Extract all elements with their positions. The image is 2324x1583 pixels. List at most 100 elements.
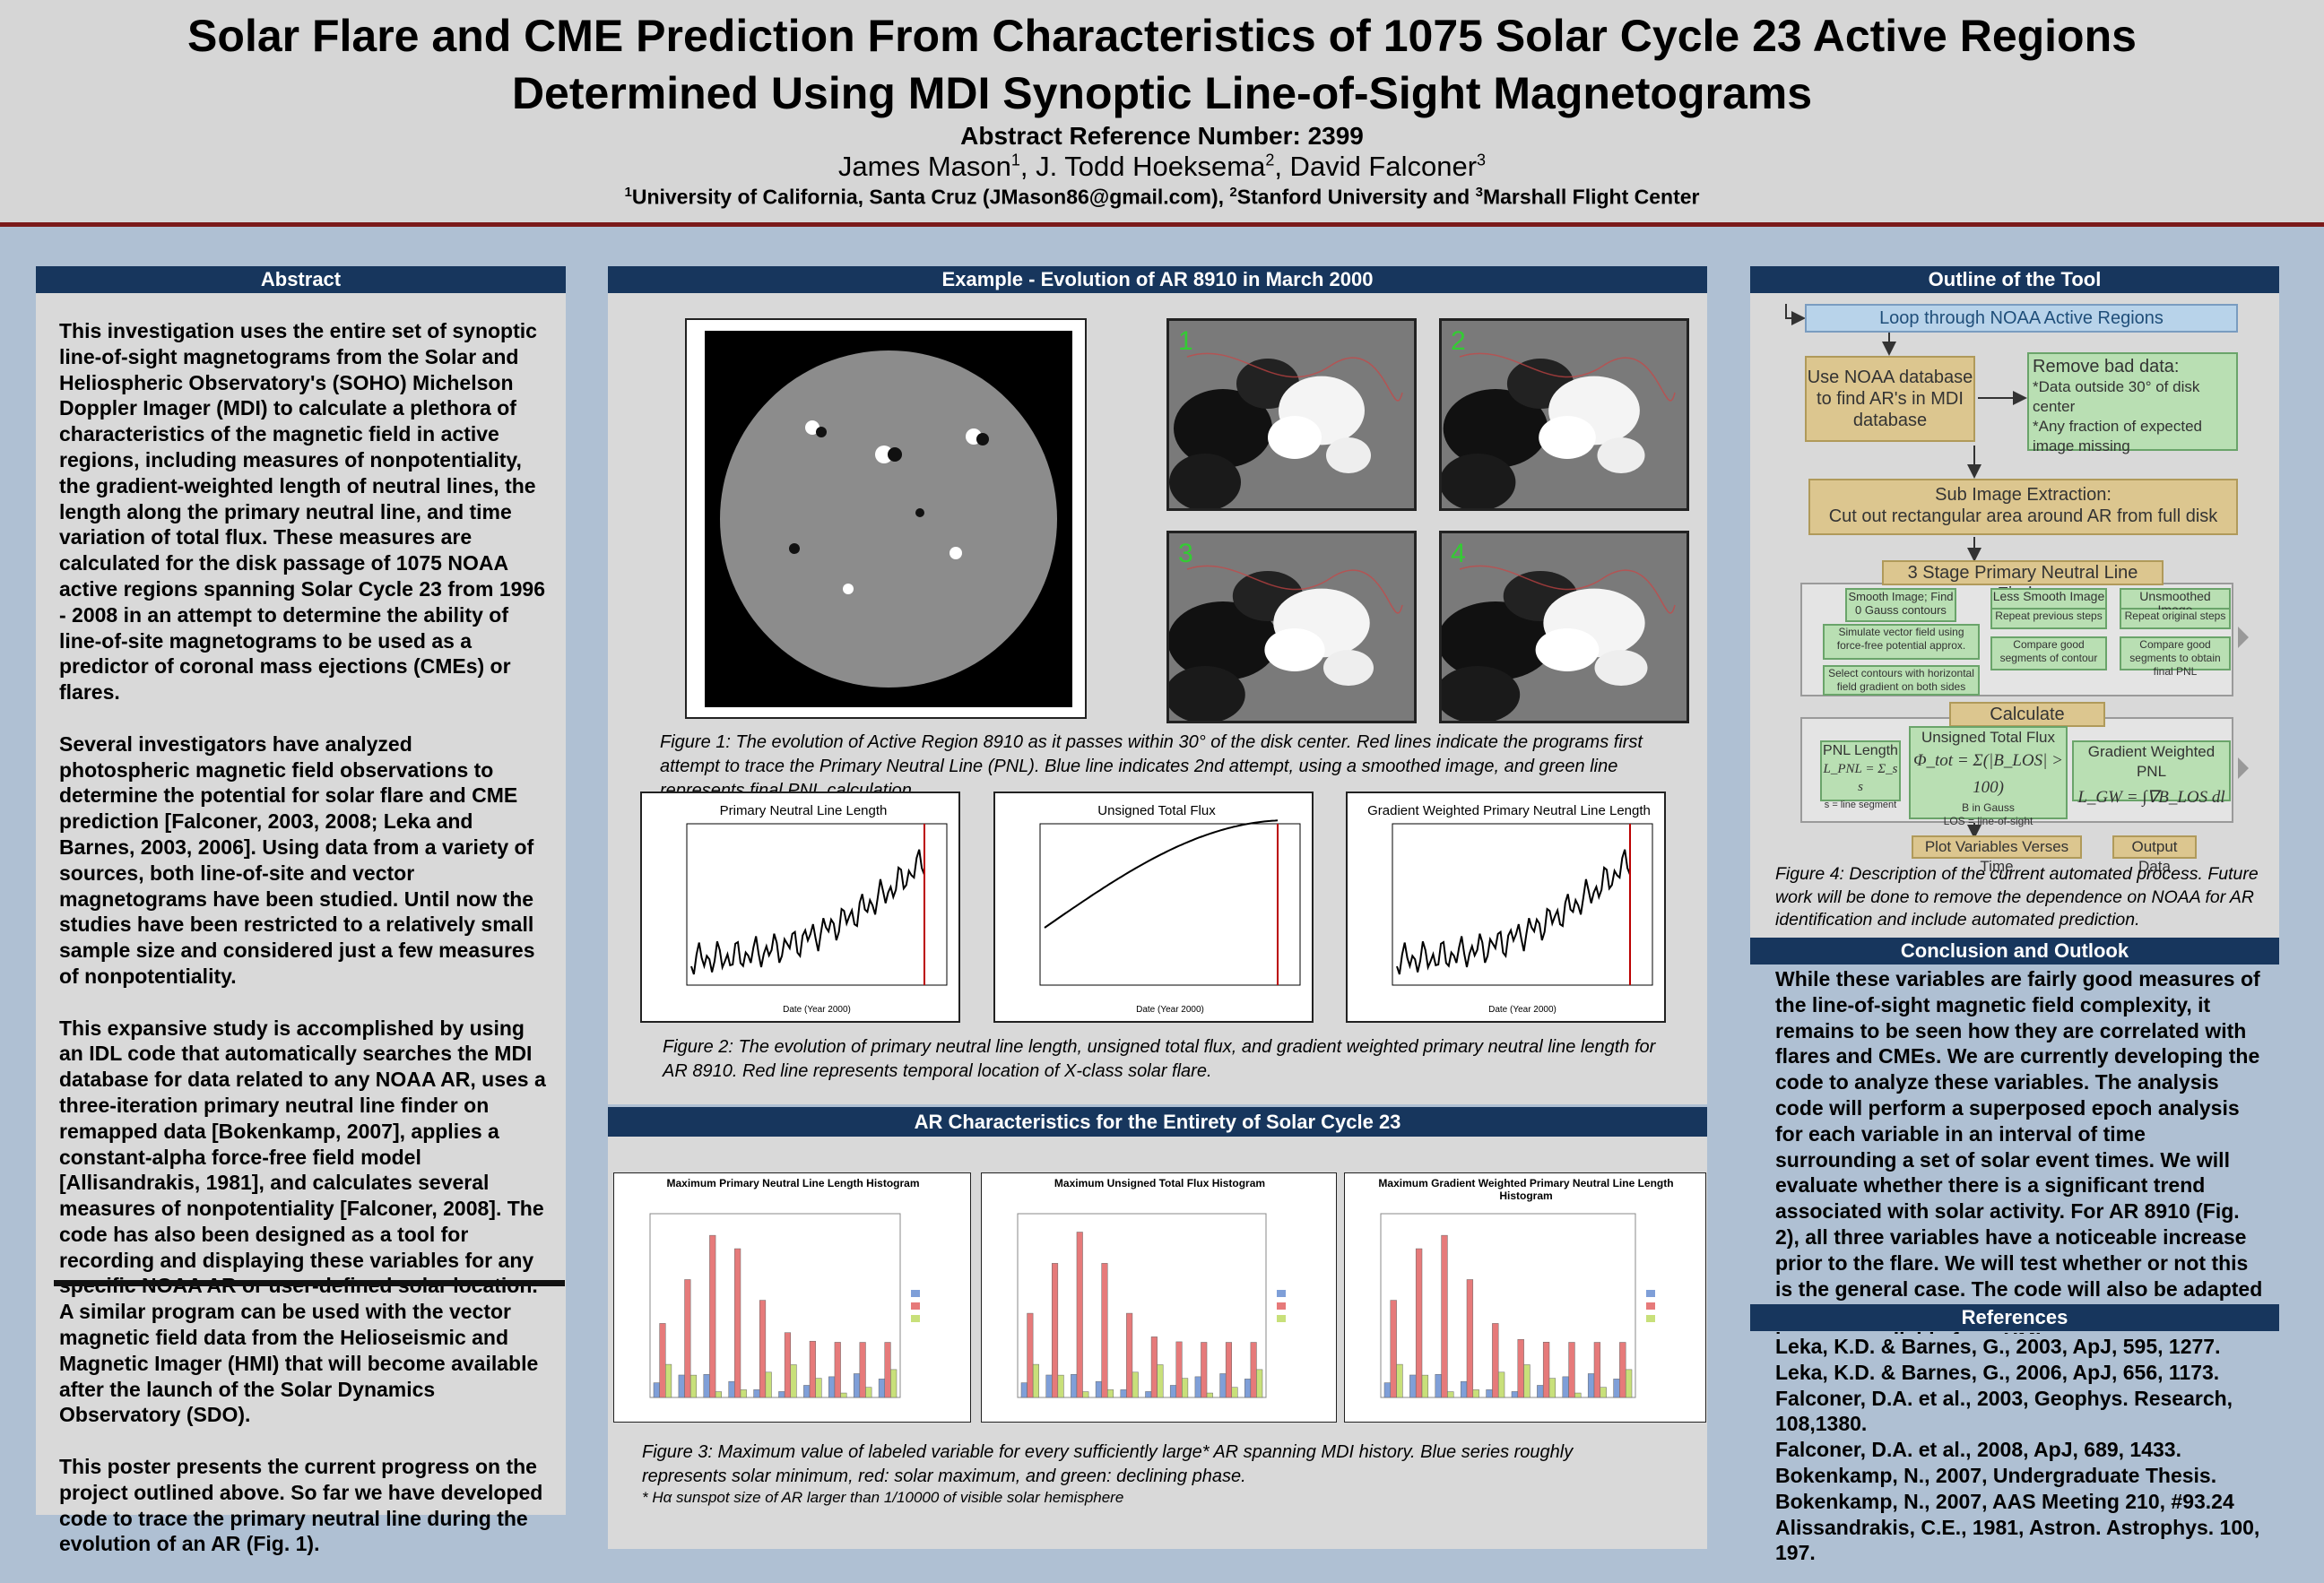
plot-line	[1396, 849, 1631, 975]
histogram-bar	[1052, 1263, 1059, 1398]
histogram-bar	[803, 1385, 811, 1398]
histogram: Maximum Primary Neutral Line Length Hist…	[649, 1177, 920, 1398]
decor	[875, 445, 893, 463]
contour	[1186, 565, 1403, 614]
histogram-bar	[878, 1379, 885, 1398]
section-heading: Conclusion and Outlook	[1750, 938, 2279, 965]
flow-title: Unsigned Total Flux	[1921, 729, 2055, 746]
equation: L_GW = ∫∇B_LOS dl	[2077, 788, 2225, 807]
line-plot-figure: Primary Neutral Line Length Date (Year 20…	[640, 792, 960, 1023]
decor	[976, 433, 989, 445]
paragraph: This investigation uses the entire set o…	[59, 319, 545, 705]
histogram-bar	[703, 1374, 710, 1398]
abstract-panel	[36, 293, 566, 1515]
flow-title: PNL Length	[1823, 743, 1898, 758]
histogram-bar	[1593, 1342, 1601, 1398]
aff-sup: 3	[1475, 185, 1483, 200]
flow-box: Remove bad data: *Data outside 30° of di…	[2027, 352, 2238, 454]
field-region	[1443, 389, 1548, 468]
histogram-bar	[684, 1279, 691, 1398]
abstract-reference: Abstract Reference Number: 2399	[960, 122, 1364, 150]
legend-swatch	[1646, 1290, 1655, 1297]
histogram-bar	[1182, 1378, 1189, 1398]
histogram-bar	[653, 1382, 660, 1398]
title: Solar Flare and CME Prediction From Char…	[0, 7, 2324, 122]
decor	[789, 543, 800, 554]
flow-box: Unsmoothed Image	[2120, 588, 2231, 617]
equation: L_PNL = Σ_s s	[1823, 762, 1898, 794]
flow-box: Compare good segments of contour	[1990, 636, 2107, 670]
histogram-bar	[1095, 1380, 1102, 1398]
arrow-head	[2238, 627, 2249, 648]
field-region	[1442, 666, 1521, 721]
histogram-bar	[1548, 1378, 1557, 1398]
histogram-bar	[1101, 1263, 1108, 1398]
histogram-bar	[1194, 1376, 1201, 1398]
legend-swatch	[911, 1302, 920, 1310]
histogram-bar	[1076, 1232, 1083, 1398]
histogram-bar	[1175, 1341, 1183, 1398]
flow-box: Sub Image Extraction: Cut out rectangula…	[1808, 479, 2238, 535]
histogram-bar	[689, 1374, 698, 1398]
field-region	[1442, 601, 1554, 680]
flow-box: 3 Stage Primary Neutral Line Finder	[1882, 560, 2164, 604]
histogram-bar	[1415, 1248, 1423, 1398]
plot-frame	[1039, 823, 1301, 986]
histogram-bar	[1421, 1374, 1429, 1398]
panel-label: 4	[1451, 539, 1466, 568]
field-region	[1442, 454, 1516, 508]
field-region	[1326, 437, 1371, 473]
panel-label: 3	[1178, 539, 1193, 568]
panel-image: 3	[1169, 539, 1403, 721]
author: , David Falconer	[1274, 151, 1478, 182]
plot-title: Primary Neutral Line Length	[720, 803, 888, 818]
panel-image: 2	[1442, 326, 1676, 508]
line-plot-figure: Gradient Weighted Primary Neutral Line L…	[1346, 792, 1666, 1023]
title-line: Solar Flare and CME Prediction From Char…	[187, 11, 2137, 61]
flow-item: *Any fraction of expected image missing	[2033, 418, 2203, 454]
full-disk-magnetogram	[685, 318, 1087, 719]
histogram-bar	[1126, 1312, 1133, 1398]
field-region	[1169, 454, 1241, 508]
histogram-bar	[1441, 1234, 1448, 1398]
histogram-bar	[1057, 1374, 1064, 1398]
panel-image: 1	[1169, 326, 1403, 508]
flow-item: *Data outside 30° of disk center	[2033, 378, 2200, 415]
histogram-bar	[1460, 1380, 1468, 1398]
histogram-bar	[1542, 1341, 1550, 1398]
flow-box: Simulate vector field using force-free p…	[1823, 624, 1980, 660]
histogram-bar	[1492, 1323, 1499, 1398]
histogram-bar	[1497, 1371, 1505, 1398]
plot-frame	[1017, 1213, 1267, 1398]
figure-caption: Figure 2: The evolution of primary neutr…	[663, 1037, 1656, 1081]
histogram-bar	[665, 1363, 672, 1398]
header: Solar Flare and CME Prediction From Char…	[0, 0, 2324, 227]
field-region	[1594, 650, 1648, 686]
author-sup: 2	[1265, 151, 1275, 169]
histogram-bar	[1562, 1376, 1569, 1398]
histogram-bar	[728, 1380, 735, 1398]
flow-box: Use NOAA database to find AR's in MDI da…	[1805, 356, 1975, 442]
abstract-text: This investigation uses the entire set o…	[59, 318, 548, 1583]
histogram-bar	[1020, 1382, 1028, 1398]
magnetogram-panel: 1	[1166, 318, 1417, 511]
line-plot-figure: Unsigned Total Flux Date (Year 2000)	[993, 792, 1314, 1023]
flow-box: Smooth Image; Find 0 Gauss contours	[1845, 588, 1956, 622]
histogram-bar	[853, 1373, 861, 1398]
figure-caption: Figure 3: Maximum value of labeled varia…	[642, 1442, 1574, 1486]
divider-bar	[54, 1280, 565, 1286]
histogram-bar	[1106, 1389, 1114, 1398]
legend-swatch	[1277, 1290, 1286, 1297]
decor	[1785, 304, 1806, 325]
magnetogram-panel: 4	[1439, 531, 1689, 723]
flow-item: Cut out rectangular area around AR from …	[1828, 506, 2218, 526]
histogram-bar	[784, 1332, 792, 1398]
histogram-bar	[884, 1342, 891, 1398]
histogram-figure: Maximum Unsigned Total Flux Histogram	[981, 1172, 1337, 1423]
reference: Leka, K.D. & Barnes, G., 2003, ApJ, 595,…	[1775, 1335, 2221, 1358]
histogram-bar	[1486, 1389, 1493, 1398]
plot-line	[1044, 819, 1279, 929]
histogram-bar	[1045, 1374, 1053, 1398]
histogram-bar	[1231, 1387, 1238, 1398]
